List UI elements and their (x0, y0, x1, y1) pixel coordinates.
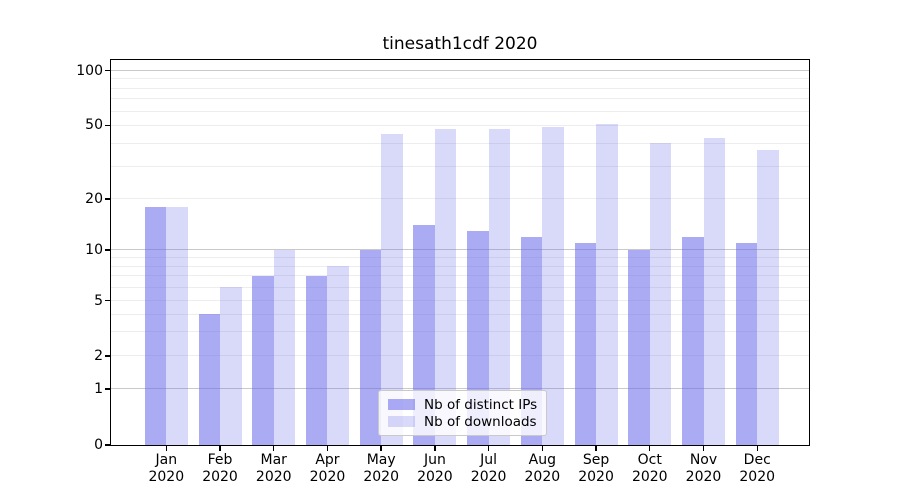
minor-gridline (111, 286, 809, 288)
bar-downloads-jul (488, 128, 511, 445)
major-gridline (111, 249, 809, 251)
y-tick-mark (105, 198, 110, 200)
x-tick-label-sep: Sep 2020 (578, 452, 614, 485)
x-tick-mark (649, 446, 651, 451)
minor-gridline (111, 124, 809, 126)
x-tick-label-feb: Feb 2020 (202, 452, 238, 485)
y-tick-label: 10 (85, 241, 103, 258)
minor-gridline (111, 300, 809, 301)
bar-downloads-sep (596, 123, 618, 445)
bar-ips-apr (305, 276, 328, 445)
x-tick-mark (219, 446, 221, 451)
x-tick-label-mar: Mar 2020 (255, 452, 292, 485)
x-tick-mark (273, 446, 275, 451)
legend-label-distinct-ips: Nb of distinct IPs (424, 396, 538, 413)
y-tick-mark (105, 124, 110, 127)
x-tick-label-oct: Oct 2020 (631, 452, 668, 485)
y-tick-label: 20 (85, 190, 103, 207)
legend-swatch-downloads (388, 416, 415, 427)
x-tick-mark (702, 446, 705, 451)
bar-ips-nov (682, 236, 704, 445)
minor-gridline (111, 110, 809, 112)
legend-label-downloads: Nb of downloads (424, 413, 537, 430)
x-tick-mark (380, 446, 382, 451)
minor-gridline (111, 198, 809, 200)
bar-downloads-oct (649, 143, 672, 445)
x-tick-label-jan: Jan 2020 (148, 452, 185, 485)
minor-gridline (111, 330, 809, 332)
x-tick-label-may: May 2020 (363, 452, 399, 485)
x-tick-label-aug: Aug 2020 (524, 452, 561, 485)
legend-item-distinct-ips: Nb of distinct IPs (388, 397, 537, 413)
x-tick-mark (165, 446, 167, 451)
x-tick-label-apr: Apr 2020 (309, 452, 346, 485)
x-tick-label-nov: Nov 2020 (685, 452, 722, 485)
bar-ips-mar (252, 276, 274, 445)
y-tick-label: 50 (85, 117, 103, 134)
minor-gridline (111, 355, 809, 357)
minor-gridline (111, 313, 809, 315)
minor-gridline (111, 257, 809, 259)
y-tick-label: 100 (76, 62, 103, 79)
bar-downloads-dec (757, 149, 779, 445)
x-tick-mark (541, 446, 544, 451)
bar-ips-dec (735, 242, 758, 445)
bar-downloads-feb (220, 287, 242, 445)
y-tick-mark (105, 249, 110, 251)
major-gridline (111, 388, 809, 390)
minor-gridline (111, 142, 809, 144)
x-tick-mark (756, 446, 758, 451)
minor-gridline (111, 78, 809, 80)
minor-gridline (111, 265, 809, 267)
major-gridline (111, 70, 809, 71)
legend: Nb of distinct IPs Nb of downloads (378, 390, 547, 436)
minor-gridline (111, 165, 809, 167)
x-tick-mark (326, 446, 329, 451)
x-tick-mark (487, 446, 490, 451)
y-tick-mark (105, 69, 110, 72)
minor-gridline (111, 275, 809, 277)
y-tick-mark (105, 355, 110, 357)
bar-downloads-may (381, 133, 403, 445)
y-tick-label: 5 (94, 292, 103, 309)
bar-downloads-jun (434, 128, 457, 445)
minor-gridline (111, 98, 809, 100)
x-tick-label-jul: Jul 2020 (470, 452, 507, 485)
x-tick-mark (595, 446, 597, 451)
x-tick-mark (434, 446, 436, 451)
bar-ips-sep (574, 242, 597, 445)
y-tick-label: 0 (94, 437, 103, 453)
legend-item-downloads: Nb of downloads (388, 414, 537, 430)
bar-downloads-nov (703, 137, 725, 445)
y-tick-label: 1 (94, 380, 103, 397)
y-tick-mark (105, 388, 110, 390)
legend-swatch-distinct-ips (388, 399, 415, 410)
x-tick-label-jun: Jun 2020 (417, 452, 453, 485)
plot-area (111, 60, 809, 445)
bar-downloads-mar (273, 250, 296, 445)
minor-gridline (111, 87, 809, 89)
bar-ips-oct (628, 250, 650, 445)
bar-downloads-aug (542, 127, 564, 445)
x-tick-label-dec: Dec 2020 (739, 452, 776, 485)
bar-ips-may (359, 250, 382, 445)
y-tick-mark (105, 444, 110, 446)
bar-downloads-jan (166, 206, 188, 445)
bar-ips-feb (198, 314, 221, 445)
chart-title: tinesath1cdf 2020 (382, 34, 538, 54)
bar-ips-jan (144, 206, 167, 445)
y-tick-label: 2 (94, 347, 103, 364)
y-tick-mark (105, 299, 110, 302)
bar-downloads-apr (327, 266, 349, 445)
